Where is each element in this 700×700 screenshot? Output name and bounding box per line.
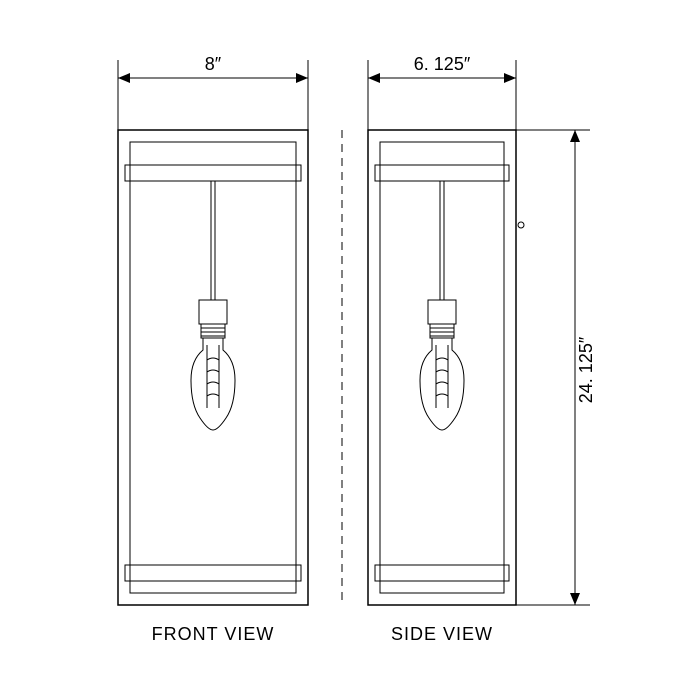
- dimension-width: 8″: [118, 54, 308, 130]
- front-view: [118, 130, 308, 605]
- dim-height-text: 24. 125″: [576, 336, 596, 403]
- dim-width-text: 8″: [205, 54, 222, 74]
- dim-depth-text: 6. 125″: [414, 54, 471, 74]
- dimension-height: 24. 125″: [516, 130, 596, 605]
- side-view-label: SIDE VIEW: [391, 624, 493, 644]
- front-view-label: FRONT VIEW: [152, 624, 275, 644]
- side-view: [368, 130, 524, 605]
- dimension-depth: 6. 125″: [368, 54, 516, 130]
- technical-drawing: 8″ 6. 125″ 24. 125″: [0, 0, 700, 700]
